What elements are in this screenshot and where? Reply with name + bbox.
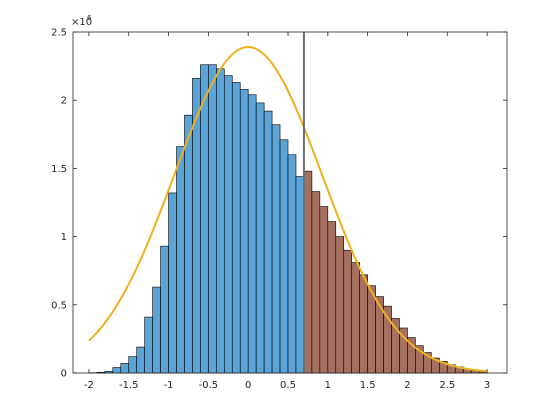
histogram-bar-s1-b7 <box>359 274 368 374</box>
histogram-bar-s0-b17 <box>224 75 233 374</box>
histogram-bar-s0-b12 <box>184 114 193 374</box>
x-tick-label: 0.5 <box>280 380 296 391</box>
histogram-bar-s0-b11 <box>176 146 185 374</box>
histogram-bar-s1-b4 <box>335 236 345 374</box>
y-tick-label: 0 <box>61 369 67 380</box>
histogram-bar-s1-b0 <box>303 170 313 374</box>
x-tick-label: 2 <box>404 380 410 391</box>
histogram-bar-s0-b18 <box>231 82 241 374</box>
y-exponent-power: 6 <box>87 14 92 22</box>
histogram-bar-s0-b22 <box>263 110 273 374</box>
x-tick-label: -2 <box>84 380 94 391</box>
x-tick-label: 2.5 <box>439 380 455 391</box>
y-tick-label: 2 <box>61 96 67 107</box>
histogram-bar-s0-b25 <box>287 154 297 374</box>
histogram-bar-s0-b20 <box>247 94 257 374</box>
x-tick-label: 1.5 <box>360 380 376 391</box>
histogram-bar-s1-b2 <box>319 206 329 374</box>
normal-curve-layer <box>88 45 488 373</box>
x-tick-label: 1 <box>325 380 331 391</box>
histogram-bar-s1-b6 <box>351 262 360 374</box>
histogram-bar-s0-b4 <box>120 363 130 374</box>
y-tick-label: 1 <box>61 232 67 243</box>
histogram-bar-s0-b21 <box>255 102 265 374</box>
x-tick-label: -1.5 <box>119 380 139 391</box>
histogram-bar-s0-b8 <box>152 286 161 374</box>
histogram-bar-s0-b9 <box>160 245 169 374</box>
y-exponent-label: ×10 6 <box>71 14 92 28</box>
histogram-bar-s0-b6 <box>136 346 145 374</box>
normal-distribution-curve <box>88 45 488 373</box>
histogram-bar-s0-b26 <box>295 176 305 374</box>
x-axis-ticks: -2 -1.5 -1 -0.5 0 0.5 1 1.5 2 2.5 3 <box>84 32 490 391</box>
histogram-bar-s1-b8 <box>367 285 376 374</box>
y-axis-ticks: 0 0.5 1 1.5 2 2.5 <box>51 28 507 380</box>
histogram-bar-s0-b10 <box>168 192 177 374</box>
histogram-bar-s0-b15 <box>208 64 217 374</box>
axes-frame <box>72 31 508 374</box>
y-exponent-base: ×10 <box>71 17 92 28</box>
plot-box <box>72 31 508 374</box>
x-tick-label: -0.5 <box>199 380 219 391</box>
x-tick-label: 3 <box>484 380 490 391</box>
histogram-bar-s0-b19 <box>239 88 249 374</box>
y-tick-label: 1.5 <box>51 164 67 175</box>
y-tick-label: 0.5 <box>51 300 67 311</box>
histogram-bar-s0-b14 <box>200 64 209 374</box>
histogram-bar-s0-b3 <box>112 367 122 374</box>
y-tick-label: 2.5 <box>51 28 67 39</box>
x-tick-label: -1 <box>164 380 174 391</box>
histogram-bar-s0-b24 <box>279 139 289 374</box>
histogram-bar-s0-b16 <box>216 68 225 374</box>
histogram-bar-s0-b7 <box>144 316 153 374</box>
x-tick-label: 0 <box>245 380 251 391</box>
histogram-bar-s1-b3 <box>327 221 337 374</box>
histogram-bar-s1-b5 <box>343 249 353 374</box>
histogram-bar-s0-b23 <box>271 124 281 374</box>
histogram-bar-s1-b1 <box>311 191 321 374</box>
histogram-bar-s0-b5 <box>128 356 138 374</box>
